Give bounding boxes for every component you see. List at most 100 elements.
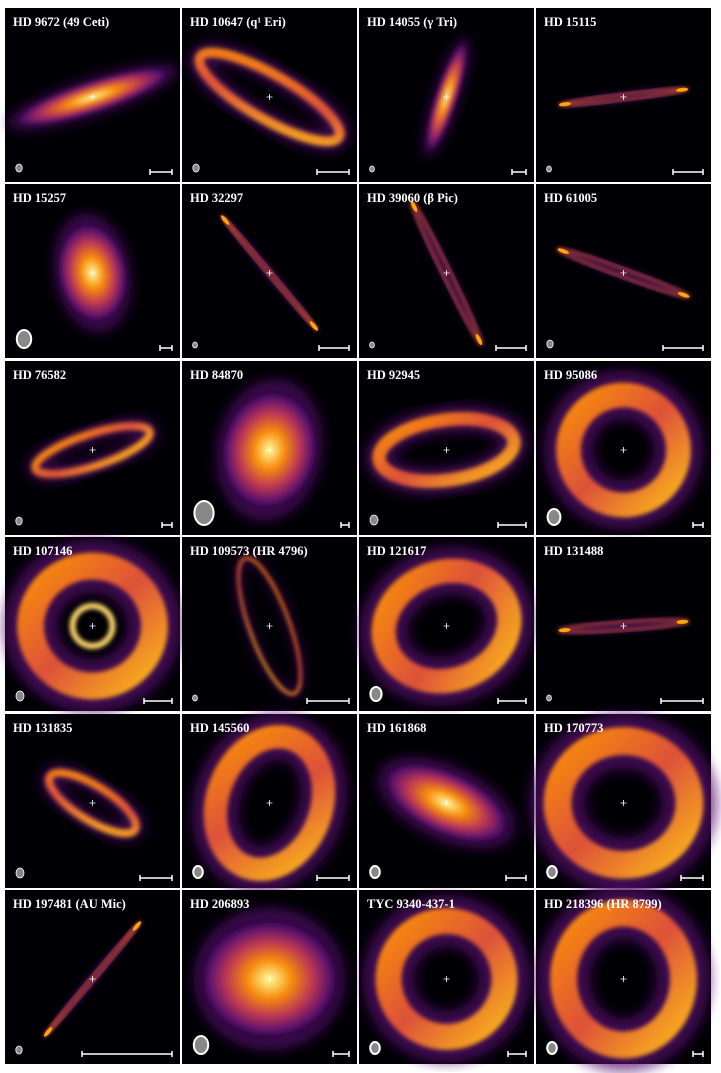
star-marker	[443, 800, 450, 806]
panel: HD 145560	[182, 713, 357, 893]
star-marker	[443, 270, 450, 276]
disk-ansa	[309, 321, 319, 331]
panel: HD 197481 (AU Mic)	[5, 890, 180, 1064]
beam	[369, 1041, 381, 1055]
panel-label: HD 14055 (γ Tri)	[367, 15, 457, 29]
scale-bar	[161, 522, 173, 528]
inner-ring	[69, 603, 116, 649]
beam	[192, 341, 198, 349]
star-marker	[266, 800, 273, 806]
beam	[546, 339, 554, 349]
disk-ring	[550, 899, 697, 1059]
disk-image	[359, 546, 534, 706]
beam	[192, 865, 204, 879]
panel: HD 95086	[536, 361, 711, 535]
scale-bar	[332, 1051, 350, 1057]
disk-ansa	[676, 87, 689, 92]
star-marker	[266, 447, 273, 453]
disk-image	[543, 370, 704, 530]
scale-bar	[81, 1051, 173, 1057]
beam	[15, 163, 23, 173]
beam	[546, 508, 562, 526]
panel-label: HD 15257	[13, 191, 66, 205]
panel: TYC 9340-437-1	[359, 890, 534, 1064]
panel-label: HD 61005	[544, 191, 597, 205]
disk-image	[362, 894, 531, 1064]
beam	[193, 500, 215, 526]
scale-bar	[662, 345, 704, 351]
disk-ansa	[558, 628, 571, 633]
panel: HD 39060 (β Pic)	[359, 184, 534, 358]
panel: HD 32297	[182, 184, 357, 358]
star-marker	[89, 800, 96, 806]
panel-label: HD 145560	[190, 721, 249, 735]
star-marker	[620, 94, 627, 100]
beam	[369, 686, 383, 702]
star-marker	[266, 976, 273, 982]
star-marker	[620, 623, 627, 629]
panel-label: HD 131488	[544, 544, 603, 558]
panel-label: HD 170773	[544, 721, 603, 735]
disk-image	[189, 42, 350, 152]
disk-image	[27, 418, 158, 482]
panel: HD 15257	[5, 184, 180, 358]
beam	[15, 516, 23, 526]
disk-ansa	[132, 921, 142, 931]
disk-image	[365, 405, 528, 495]
disk-image	[41, 764, 144, 842]
scale-bar	[149, 169, 173, 175]
disk-image	[191, 713, 348, 893]
disk-ansa	[43, 1027, 53, 1037]
scale-bar	[318, 345, 350, 351]
panel-label: HD 121617	[367, 544, 426, 558]
panel: HD 121617	[359, 537, 534, 711]
star-marker	[620, 270, 627, 276]
panel-label: HD 76582	[13, 368, 66, 382]
disk-ring	[371, 558, 522, 694]
panel: HD 170773	[529, 713, 718, 893]
panel: HD 84870	[182, 361, 357, 535]
scale-bar	[680, 875, 704, 881]
star-marker	[620, 800, 627, 806]
scale-bar	[497, 522, 527, 528]
star-marker	[266, 94, 273, 100]
panel-label: HD 131835	[13, 721, 72, 735]
panel-label: HD 161868	[367, 721, 426, 735]
star-marker	[443, 94, 450, 100]
panel: HD 161868	[359, 714, 534, 888]
disk-ring	[45, 768, 140, 838]
panel-label: HD 9672 (49 Ceti)	[13, 15, 109, 29]
star-marker	[89, 94, 96, 100]
disk-image	[235, 554, 304, 698]
disk-image	[3, 539, 182, 713]
panel: HD 206893	[182, 890, 357, 1064]
disk-ring	[17, 552, 168, 700]
beam	[192, 694, 198, 702]
beam	[369, 341, 375, 349]
beam	[15, 1045, 23, 1055]
scale-bar	[159, 345, 173, 351]
panel-label: HD 109573 (HR 4796)	[190, 544, 308, 558]
scale-bar	[692, 522, 704, 528]
scale-bar	[692, 1051, 704, 1057]
scale-bar	[511, 169, 527, 175]
scale-bar	[306, 698, 350, 704]
disk-ansa	[677, 292, 690, 298]
panel: HD 14055 (γ Tri)	[359, 8, 534, 182]
star-marker	[620, 447, 627, 453]
panel-label: HD 39060 (β Pic)	[367, 191, 458, 205]
disk-ring	[31, 422, 154, 478]
beam	[546, 865, 558, 879]
star-marker	[89, 270, 96, 276]
disk-ansa	[676, 619, 689, 624]
panel-label: HD 84870	[190, 368, 243, 382]
scale-bar	[316, 169, 350, 175]
beam	[15, 867, 25, 879]
disk-ring	[203, 724, 336, 882]
panel-label: HD 206893	[190, 897, 249, 911]
star-marker	[266, 270, 273, 276]
panel: HD 76582	[5, 361, 180, 535]
disk-image	[529, 713, 718, 893]
beam	[369, 514, 379, 526]
star-marker	[266, 623, 273, 629]
